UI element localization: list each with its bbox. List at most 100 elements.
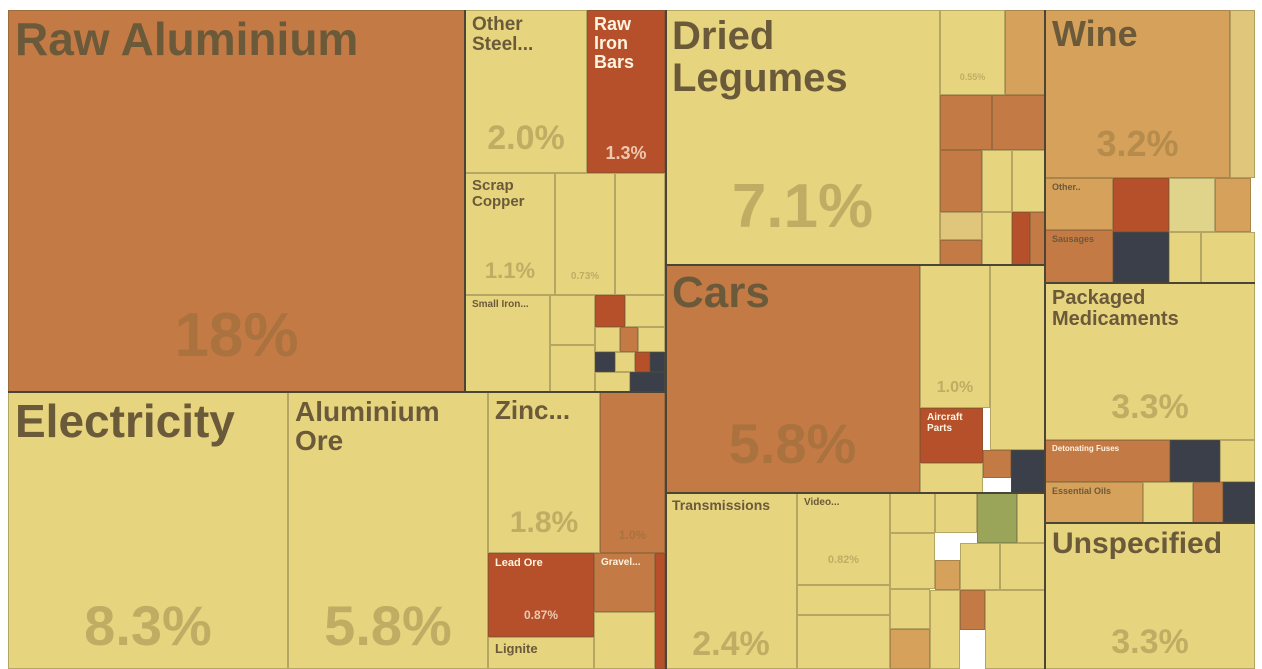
small-tile xyxy=(935,560,960,590)
tile-label: Lead Ore xyxy=(495,557,543,569)
value-label: 5.8% xyxy=(324,594,452,657)
tile: Unspecified 3.3% xyxy=(1045,523,1255,669)
small-tile xyxy=(635,352,650,372)
tile: Wine 3.2% xyxy=(1045,10,1230,178)
small-tile xyxy=(940,212,982,240)
small-tile xyxy=(650,352,665,372)
small-tile xyxy=(595,372,630,392)
value-label: 0.82% xyxy=(827,554,860,566)
value-label: 3.2% xyxy=(1096,123,1179,164)
group-border xyxy=(1044,10,1046,669)
value-label: 3.3% xyxy=(1111,388,1189,426)
tile-label: Other Steel... xyxy=(472,14,534,55)
tile: Lead Ore 0.87% xyxy=(488,553,594,637)
small-tile xyxy=(1170,440,1220,482)
tile: 0.55% xyxy=(940,10,1005,95)
tile-label: Raw Iron Bars xyxy=(594,14,635,72)
tile-label: Transmissions xyxy=(672,497,771,513)
small-tile xyxy=(1220,440,1255,482)
tile: Electricity 8.3% xyxy=(8,392,288,669)
small-tile xyxy=(890,629,930,669)
group-border xyxy=(1045,282,1255,284)
tile: Essential Oils xyxy=(1045,482,1143,523)
tile: Transmissions 2.4% xyxy=(665,493,797,669)
small-tile xyxy=(1005,10,1045,95)
small-tile xyxy=(992,95,1045,150)
small-tile xyxy=(1000,543,1045,590)
tile: Video... 0.82% xyxy=(797,493,890,585)
tile-label: Aircraft Parts xyxy=(927,412,963,434)
small-tile xyxy=(977,493,1017,543)
small-tile xyxy=(1223,482,1255,523)
small-tile xyxy=(594,612,655,669)
small-tile xyxy=(1030,212,1045,265)
small-tile xyxy=(797,615,890,669)
small-tile xyxy=(638,327,665,352)
small-tile xyxy=(890,493,935,533)
tile: Detonating Fuses xyxy=(1045,440,1170,482)
value-label: 0.73% xyxy=(570,271,600,282)
small-tile xyxy=(930,590,960,669)
small-tile xyxy=(1012,212,1030,265)
tile-label: Wine xyxy=(1052,13,1138,54)
tile-label: Video... xyxy=(804,497,840,508)
value-label: 0.55% xyxy=(959,72,986,82)
tile-label: Electricity xyxy=(15,395,235,447)
tile: Other Steel... 2.0% xyxy=(465,10,587,173)
small-tile xyxy=(1169,178,1215,232)
small-tile xyxy=(630,372,665,392)
tile: Zinc... 1.8% xyxy=(488,392,600,553)
tile: Packaged Medicaments 3.3% xyxy=(1045,283,1255,440)
tile: Sausages xyxy=(1045,230,1113,283)
group-border xyxy=(464,10,466,392)
small-tile xyxy=(1215,178,1251,232)
tile-label: Essential Oils xyxy=(1052,486,1112,496)
tile-label: Detonating Fuses xyxy=(1052,444,1120,453)
small-tile xyxy=(1011,450,1045,493)
small-tile xyxy=(990,265,1045,450)
tile: 0.73% xyxy=(555,173,615,295)
small-tile xyxy=(595,352,615,372)
small-tile xyxy=(890,589,930,629)
group-border xyxy=(8,391,665,393)
tile: Aluminium Ore 5.8% xyxy=(288,392,488,669)
value-label: 1.0% xyxy=(936,379,974,396)
value-label: 8.3% xyxy=(84,594,212,657)
value-label: 1.8% xyxy=(509,506,579,539)
tile-label: Unspecified xyxy=(1052,527,1223,560)
small-tile xyxy=(625,295,665,327)
small-tile xyxy=(615,352,635,372)
tile-label: Lignite xyxy=(495,641,538,656)
tile-label: Packaged Medicaments xyxy=(1052,287,1179,330)
tile-label: Cars xyxy=(672,268,770,317)
small-tile xyxy=(940,150,982,212)
small-tile xyxy=(1143,482,1193,523)
small-tile xyxy=(655,553,665,669)
tile: 1.0% xyxy=(600,392,665,553)
small-tile xyxy=(595,295,625,327)
tile: Raw Aluminium 18% xyxy=(8,10,465,392)
tile: Raw Iron Bars 1.3% xyxy=(587,10,665,173)
tile: Aircraft Parts xyxy=(920,408,983,463)
value-label: 2.4% xyxy=(692,625,770,663)
small-tile xyxy=(620,327,638,352)
tile-label: Scrap Copper xyxy=(472,177,525,210)
value-label: 2.0% xyxy=(487,119,565,157)
tile: 1.0% xyxy=(920,265,990,408)
small-tile xyxy=(935,493,977,533)
tile: Small Iron... xyxy=(465,295,550,392)
tile-label: Raw Aluminium xyxy=(15,13,359,65)
tile-label: Other.. xyxy=(1052,182,1081,192)
tile: Lignite xyxy=(488,637,594,669)
value-label: 1.3% xyxy=(605,143,647,163)
small-tile xyxy=(1012,150,1045,212)
tile-label: Dried Legumes xyxy=(672,14,848,100)
tile: Dried Legumes 7.1% xyxy=(665,10,940,265)
small-tile xyxy=(982,212,1012,265)
small-tile xyxy=(1201,232,1255,283)
small-tile xyxy=(550,295,595,345)
small-tile xyxy=(1017,493,1045,543)
small-tile xyxy=(1169,232,1201,283)
